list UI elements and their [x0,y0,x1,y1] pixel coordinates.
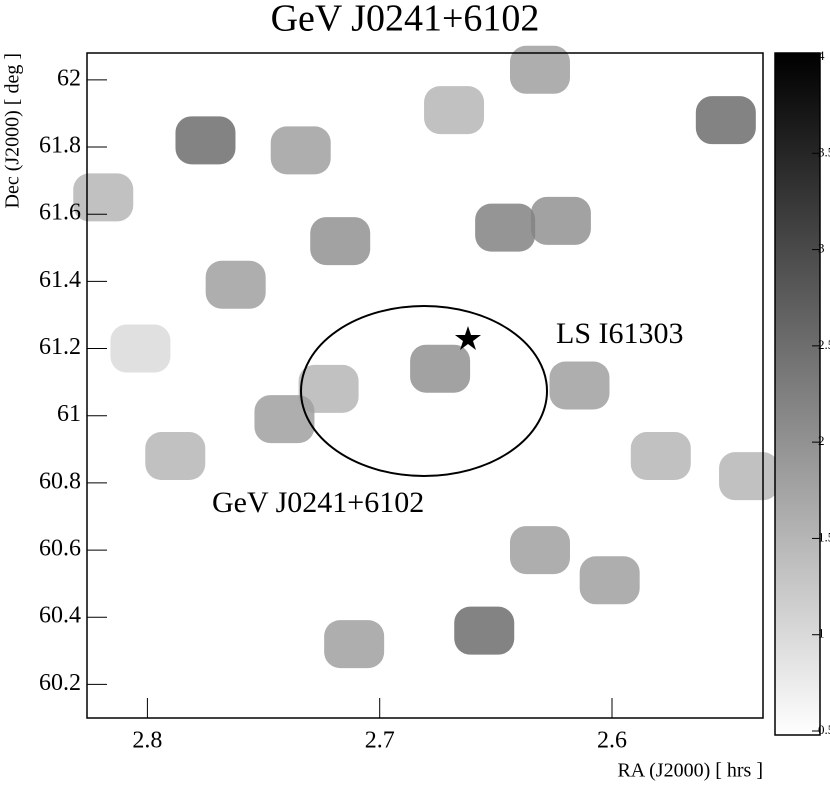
heat-cell [530,196,591,245]
x-tick-label: 2.7 [365,728,395,754]
annotation: LS I61303 [556,317,684,350]
y-tick-label: 60.6 [39,536,81,562]
heat-cell [719,452,780,501]
heat-cell [110,324,171,373]
heat-cell [205,260,266,309]
heat-cell [270,126,331,175]
heat-cell [410,344,471,393]
heat-cell [509,526,570,575]
heat-cell [145,432,206,481]
z-tick-label: 0.5 [818,722,830,737]
y-tick-label: 61 [57,401,81,427]
y-tick-label: 61.2 [39,334,81,360]
y-tick-label: 61.6 [39,200,81,226]
chart-title: GeV J0241+6102 [271,0,540,40]
z-tick-label: 4 [818,48,825,63]
z-tick-label: 2.5 [818,337,830,352]
z-tick-label: 3 [818,241,825,256]
heat-cell [475,203,536,252]
heat-cell [454,606,515,655]
heat-cell [549,361,610,410]
source-star [455,326,481,350]
heat-cell [254,395,315,444]
annotation: GeV J0241+6102 [212,486,424,519]
heat-cell [579,556,640,605]
y-tick-label: 60.8 [39,468,81,494]
heat-cell [695,96,756,145]
colorbar [774,52,821,736]
heat-cell [298,364,359,413]
y-tick-label: 60.4 [39,603,81,629]
heat-cell [324,620,385,669]
y-tick-label: 62 [57,65,81,91]
heat-cell [310,217,371,266]
heat-cell [424,86,485,135]
heat-cell [73,173,134,222]
y-tick-label: 60.2 [39,670,81,696]
y-tick-label: 61.8 [39,133,81,159]
z-tick-label: 3.5 [818,144,830,159]
y-tick-label: 61.4 [39,267,81,293]
heat-cell [509,45,570,94]
z-tick-label: 1.5 [818,529,830,544]
z-tick-label: 1 [818,626,825,641]
error-contour [300,305,548,477]
x-tick-label: 2.6 [597,728,627,754]
heat-cell [630,432,691,481]
x-axis-label: RA (J2000) [ hrs ] [617,760,763,782]
z-tick-label: 2 [818,433,825,448]
x-tick-label: 2.8 [132,728,162,754]
heat-cell [175,116,236,165]
y-axis-label: Dec (J2000) [ deg ] [2,53,24,209]
plot-frame [86,52,764,719]
